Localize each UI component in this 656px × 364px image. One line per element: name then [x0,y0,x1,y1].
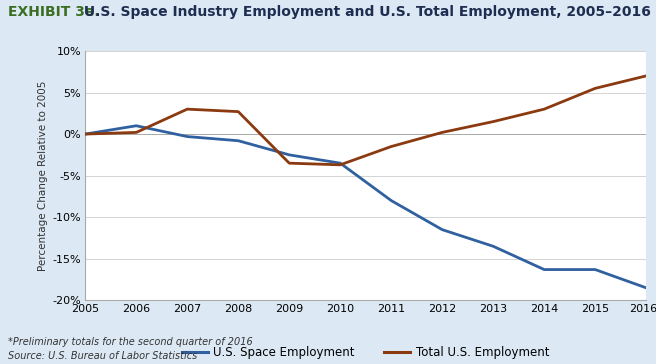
Legend: U.S. Space Employment, Total U.S. Employment: U.S. Space Employment, Total U.S. Employ… [177,342,554,364]
Text: Source: U.S. Bureau of Labor Statistics: Source: U.S. Bureau of Labor Statistics [8,351,197,361]
Text: *Preliminary totals for the second quarter of 2016: *Preliminary totals for the second quart… [8,337,253,347]
Y-axis label: Percentage Change Relative to 2005: Percentage Change Relative to 2005 [38,80,48,271]
Text: EXHIBIT 3e.: EXHIBIT 3e. [8,5,100,19]
Text: U.S. Space Industry Employment and U.S. Total Employment, 2005–2016: U.S. Space Industry Employment and U.S. … [79,5,651,19]
